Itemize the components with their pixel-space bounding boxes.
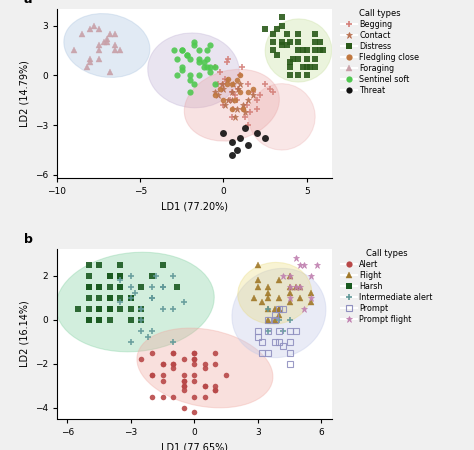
Y-axis label: LD2 (16.14%): LD2 (16.14%) (19, 301, 29, 367)
Legend: Alert, Flight, Harsh, Intermediate alert, Prompt, Prompt flight: Alert, Flight, Harsh, Intermediate alert… (337, 246, 436, 328)
Text: a: a (24, 0, 32, 5)
Ellipse shape (137, 328, 273, 408)
Y-axis label: LD2 (14.79%): LD2 (14.79%) (19, 60, 29, 127)
Ellipse shape (56, 252, 214, 352)
Ellipse shape (248, 84, 315, 150)
Ellipse shape (148, 33, 239, 108)
X-axis label: LD1 (77.20%): LD1 (77.20%) (161, 202, 228, 212)
Ellipse shape (232, 268, 326, 358)
Legend: Begging, Contact, Distress, Fledgling close, Foraging, Sentinel soft, Threat: Begging, Contact, Distress, Fledgling cl… (337, 5, 422, 98)
Ellipse shape (64, 14, 150, 77)
X-axis label: LD1 (77.65%): LD1 (77.65%) (161, 442, 228, 450)
Text: b: b (24, 233, 33, 246)
Ellipse shape (184, 69, 279, 141)
Ellipse shape (265, 19, 332, 82)
Ellipse shape (238, 262, 312, 324)
